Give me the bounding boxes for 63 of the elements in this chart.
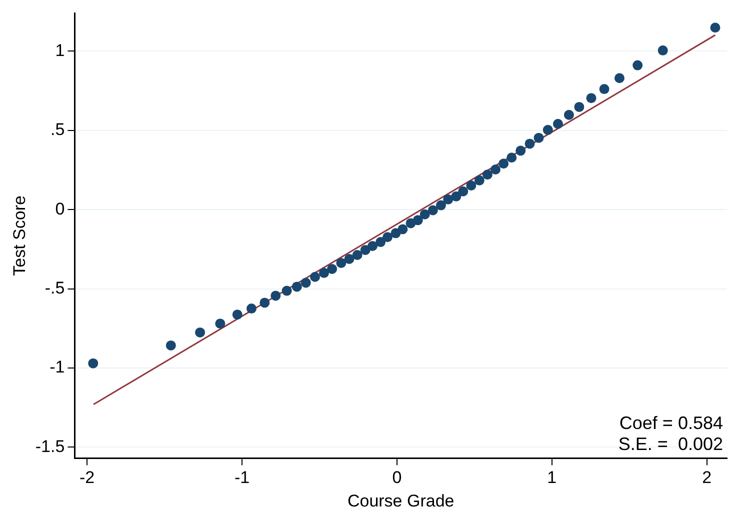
point	[599, 84, 610, 94]
point	[506, 152, 517, 163]
point	[88, 358, 98, 368]
x-tick-label: 0	[392, 468, 402, 488]
x-tick-label: -1	[234, 468, 250, 488]
point	[574, 102, 584, 112]
point	[336, 258, 346, 268]
point	[466, 180, 476, 190]
y-tick-label: 1	[55, 40, 65, 60]
point	[451, 191, 462, 202]
point	[658, 45, 668, 56]
y-axis-title: Test Score	[10, 196, 29, 276]
point	[166, 340, 176, 350]
point	[443, 194, 454, 204]
point	[524, 138, 535, 149]
x-tick-label: 1	[547, 468, 557, 488]
point	[232, 310, 242, 320]
y-tick-label: .5	[50, 120, 65, 140]
point	[292, 282, 302, 292]
x-tick-label: -2	[80, 468, 95, 488]
point	[586, 93, 596, 104]
point	[412, 215, 423, 226]
point	[552, 118, 563, 129]
point	[632, 60, 643, 70]
annotation: Coef = 0.584	[619, 413, 723, 434]
point	[482, 170, 492, 180]
point	[436, 200, 446, 210]
point	[516, 146, 526, 156]
point	[534, 132, 544, 143]
point	[542, 124, 553, 135]
point	[490, 164, 501, 175]
point	[428, 205, 438, 216]
point	[344, 254, 354, 264]
point	[352, 250, 362, 260]
y-tick-label: 0	[55, 199, 65, 218]
x-axis-title: Course Grade	[347, 491, 454, 510]
point	[310, 272, 320, 282]
point	[215, 318, 226, 329]
point	[420, 209, 430, 220]
point	[300, 278, 311, 288]
point	[710, 22, 720, 33]
point	[246, 304, 256, 314]
y-tick-label: -1	[50, 358, 65, 377]
point	[260, 298, 270, 308]
point	[474, 175, 484, 186]
point	[367, 240, 378, 251]
point	[458, 186, 468, 196]
point	[398, 224, 408, 234]
y-tick-label: -1.5	[35, 436, 65, 456]
point	[282, 286, 292, 296]
point	[195, 327, 206, 338]
annotation: S.E. = 0.002	[618, 434, 723, 454]
point	[564, 110, 574, 120]
x-tick-label: 2	[702, 468, 712, 488]
point	[360, 244, 370, 255]
point	[318, 268, 329, 278]
point	[614, 73, 624, 84]
point	[376, 237, 386, 248]
point	[382, 232, 393, 242]
point	[327, 264, 338, 274]
point	[498, 158, 509, 169]
y-tick-label: -.5	[44, 278, 65, 298]
point	[270, 290, 281, 301]
